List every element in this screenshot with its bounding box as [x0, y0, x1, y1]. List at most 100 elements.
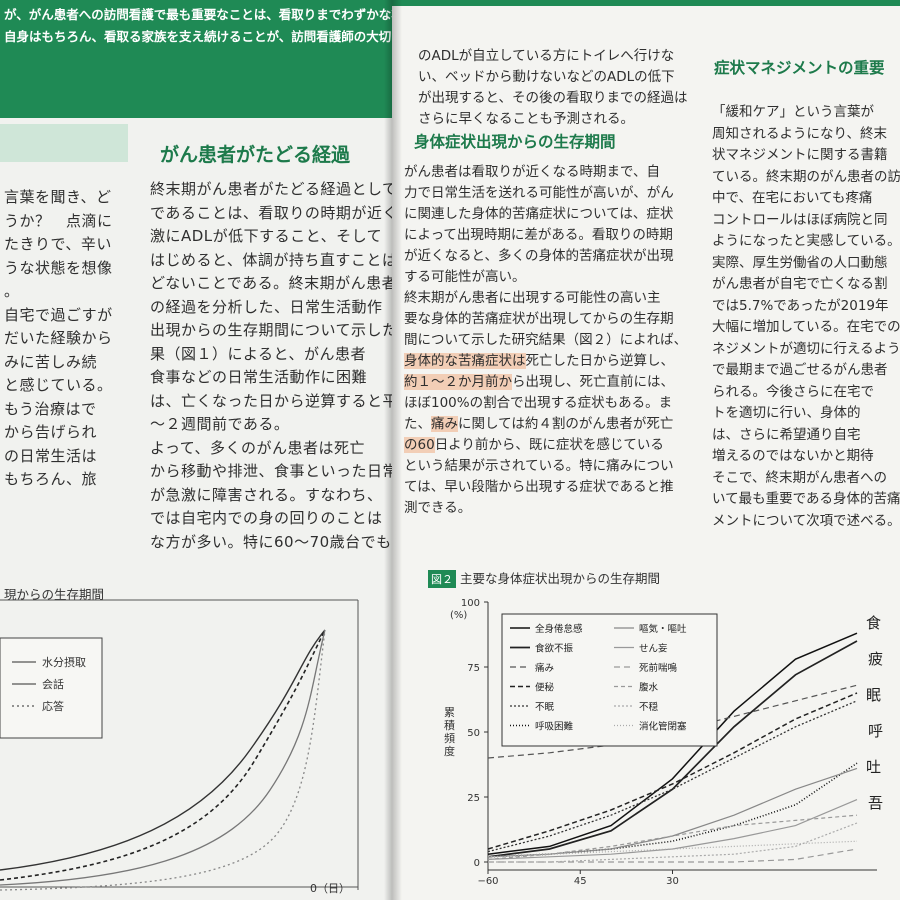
body-line: に関連した身体的苦痛症状については、症状 [404, 206, 674, 222]
y-unit: (%) [450, 610, 468, 621]
figure2-legend-box [501, 613, 718, 747]
section-title: がん患者がたどる経過 [160, 144, 351, 166]
left-col-line: うか？ 点滴に [4, 211, 113, 230]
series-line-0 [487, 632, 858, 855]
side-line: 中で、在宅においても疼痛 [712, 190, 873, 206]
left-col-line: うな状態を想像 [4, 258, 113, 277]
right-col-line: の経過を分析した、日常生活動作 [150, 297, 383, 316]
legend-label: 痛み [535, 662, 554, 674]
intro-line: い、ベッドから動けないなどのADLの低下 [418, 69, 675, 85]
side-line: 周知されるようになり、終末 [712, 125, 887, 142]
intro-line: のADLが自立している方にトイレへ行けな [418, 48, 675, 64]
body-line: 終末期がん患者に出現する可能性の高い主 [404, 290, 661, 306]
series-line-5 [487, 762, 858, 858]
left-col-line: 。 [4, 282, 20, 300]
left-col-line: と感じている。 [4, 376, 113, 394]
legend-label: せん妄 [639, 643, 668, 655]
side-line: 増えるのではないかと期待 [712, 448, 874, 464]
side-line: 大幅に増加している。在宅での [712, 319, 900, 335]
side-line: では5.7%であったが2019年 [712, 297, 889, 314]
body-line: の60日より前から、既に症状を感じている [404, 437, 664, 453]
y-tick-label: 100 [461, 598, 480, 609]
body-line: する可能性が高い。 [404, 269, 526, 285]
figure2-caption: 図２ 主要な身体症状出現からの生存期間 [428, 568, 660, 588]
body-line: 測できる。 [404, 500, 472, 516]
figure2-label: 図２ [428, 570, 456, 588]
y-tick-label: 0 [474, 858, 480, 869]
handwritten-note: 疲 [868, 650, 884, 668]
y-tick-label: 75 [467, 663, 480, 674]
left-col-line: もう治療はで [4, 399, 97, 418]
side-line: メントについて次項で述べる。 [712, 512, 900, 529]
legend-label: 不眠 [535, 702, 555, 713]
side-line: そこで、終末期がん患者への [712, 469, 887, 486]
left-col-line: の日常生活は [4, 446, 98, 465]
side-line: 状マネジメントに関する書籍 [712, 147, 888, 163]
series-line-2 [487, 684, 858, 759]
body-line: によって出現時期に差がある。看取りの時期 [404, 227, 673, 243]
legend-label: 全身倦怠感 [535, 623, 583, 635]
left-col-line: だいた経験から [4, 329, 113, 347]
series-line-9 [487, 814, 858, 860]
section-title-symptoms: 身体症状出現からの生存期間 [414, 133, 616, 151]
left-col-line: もちろん、旅 [4, 470, 98, 488]
y-tick-label: 25 [467, 793, 480, 804]
right-col-line: は、亡くなった日から逆算すると平均 [150, 391, 392, 410]
figure1-legend-label: 応答 [42, 699, 64, 713]
right-col-line: どないことである。終末期がん患者 [150, 274, 392, 292]
book-gutter [384, 0, 402, 900]
figure1-legend-label: 水分摂取 [42, 655, 86, 669]
body-line: 間について示した研究結果（図２）によれば、 [404, 332, 688, 348]
x-tick-label: 30 [666, 876, 679, 887]
legend-label: 消化管閉塞 [639, 721, 687, 733]
legend-label: 不穏 [639, 702, 659, 713]
banner-line: 自身はもちろん、看取る家族を支え続けることが、訪問看護師の大切な役割 [4, 29, 392, 44]
chapter-banner: が、がん患者への訪問看護で最も重要なことは、看取りまでわずかな状況と予測される … [0, 0, 392, 118]
side-line: られる。今後さらに在宅で [712, 383, 874, 400]
right-col-line: 激にADLが低下すること、そして [150, 227, 383, 245]
series-line-8 [488, 848, 858, 863]
intro-line: さらに早くなることも予測される。 [418, 111, 634, 127]
side-section-title: 症状マネジメントの重要 [714, 59, 885, 77]
series-line-10 [488, 822, 858, 863]
right-col-line: 出現からの生存期間について示した [150, 321, 392, 339]
figure1-legend-label: 会話 [42, 677, 64, 691]
legend-label: 食欲不振 [535, 643, 574, 655]
x-tick-label: −60 [477, 876, 498, 887]
side-line: トを適切に行い、身体的 [712, 405, 861, 421]
legend-label: 死前喘鳴 [639, 662, 678, 674]
handwritten-note: 眠 [866, 686, 882, 704]
body-line: 要な身体的苦痛症状が出現してからの生存期 [404, 311, 674, 327]
left-col-line: たきりで、辛い [4, 235, 112, 253]
right-col-line: が急激に障害される。すなわち、 [150, 485, 383, 504]
y-tick-label: 50 [467, 728, 480, 739]
side-line: は、さらに希望通り自宅 [712, 426, 861, 443]
section-strip [0, 124, 128, 162]
right-col-line: から移動や排泄、食事といった日常 [150, 462, 392, 480]
banner-line: が、がん患者への訪問看護で最も重要なことは、看取りまでわずかな状況と予測される [4, 7, 392, 22]
side-line: ようになったと実感している。 [712, 233, 900, 249]
body-line: た、痛みに関しては約４割のがん患者が死亡 [404, 416, 674, 432]
side-line: 「緩和ケア」という言葉が [712, 104, 874, 120]
figure2-title: 主要な身体症状出現からの生存期間 [460, 571, 661, 586]
series-line-4 [487, 700, 858, 853]
x-tick-label: 45 [574, 876, 587, 887]
legend-label: 腹水 [639, 682, 659, 694]
left-col-line: 自宅で過ごすが [4, 305, 113, 324]
right-col-line: はじめると、体調が持ち直すことは [150, 250, 392, 269]
body-line: ては、早い段階から出現する症状であると推 [404, 479, 674, 495]
series-line-3 [487, 692, 858, 850]
body-line: がん患者は看取りが近くなる時期まで、自 [404, 164, 660, 180]
left-col-line: から告げられ [4, 423, 98, 441]
legend-label: 便秘 [535, 682, 555, 694]
body-line: が近くなると、多くの身体的苦痛症状が出現 [404, 248, 674, 264]
right-col-line: ～２週間前である。 [150, 415, 290, 433]
left-col-line: みに苦しみ続 [4, 352, 98, 371]
series-line-1 [487, 640, 858, 858]
side-line: 実際、厚生労働省の人口動態 [712, 254, 888, 271]
figure1-x-end: 0（日） [310, 882, 350, 895]
side-line: で最期まで過ごせるがん患者 [712, 362, 888, 378]
right-col-line: よって、多くのがん患者は死亡 [150, 438, 366, 457]
